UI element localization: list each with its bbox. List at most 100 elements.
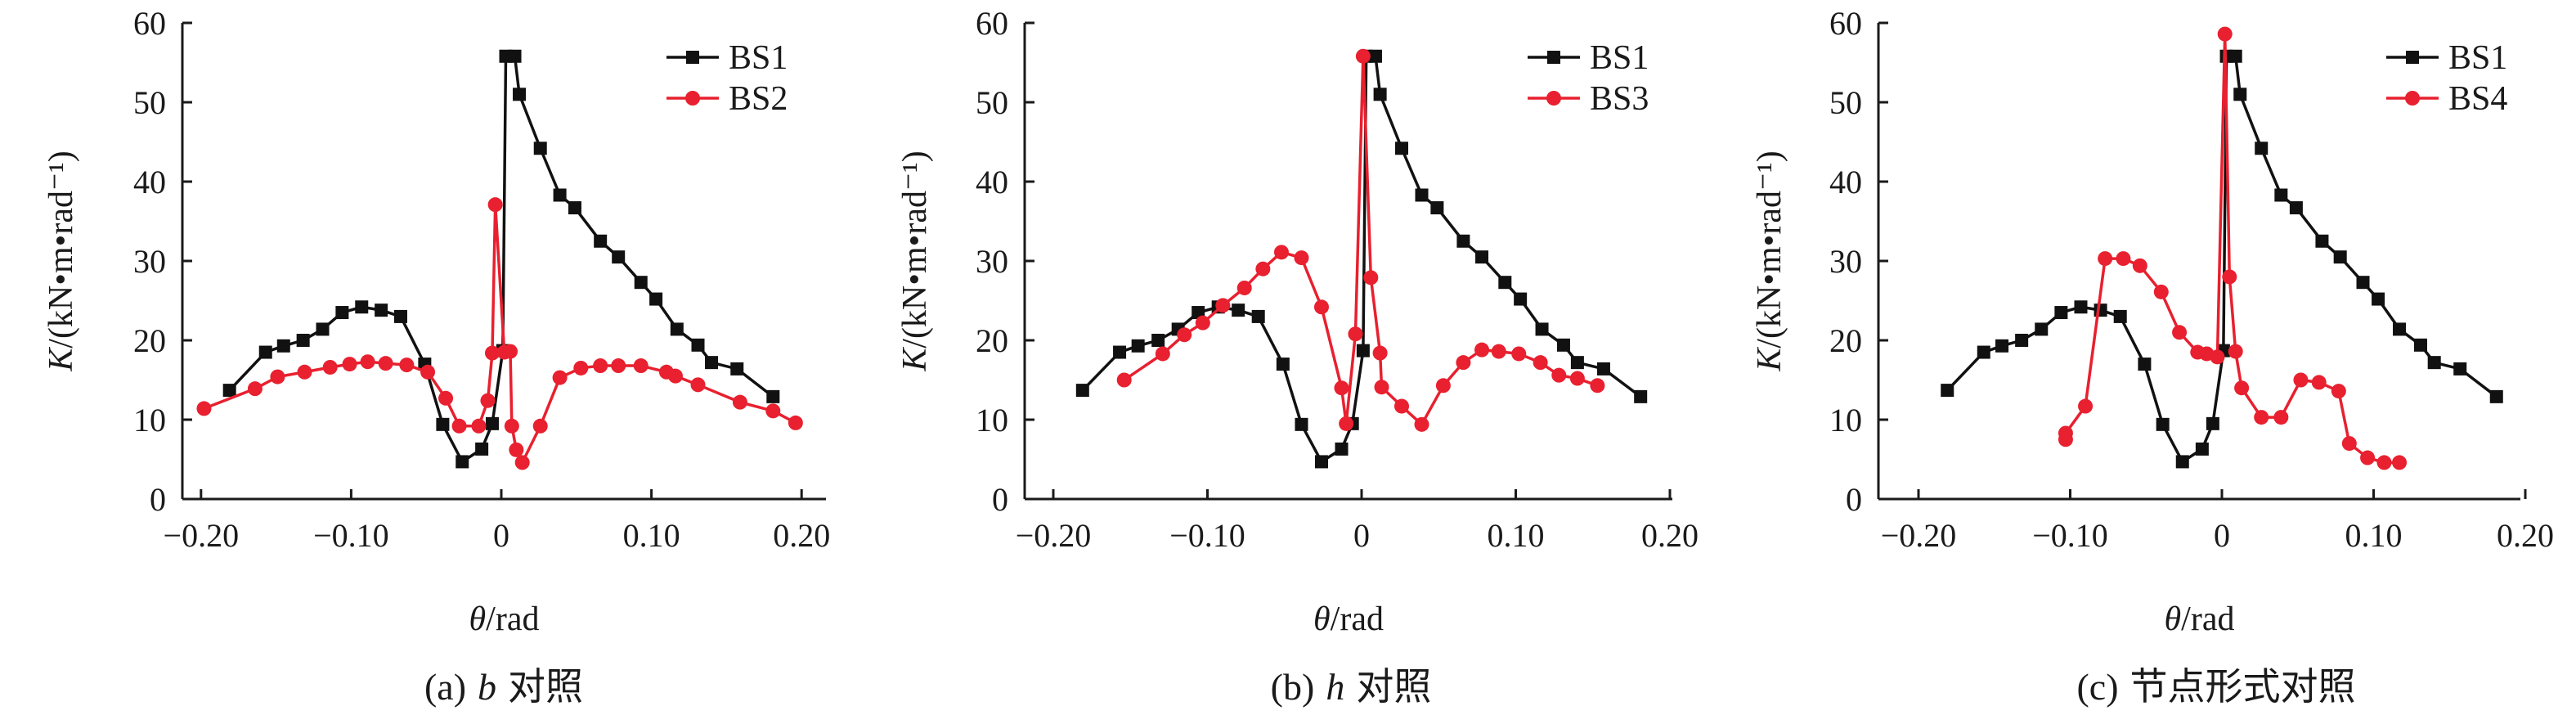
- x-tick-label: 0.10: [1488, 517, 1545, 554]
- data-point-BS1: [1995, 339, 2009, 353]
- data-point-BS1: [2054, 306, 2068, 320]
- y-tick-label: 50: [976, 84, 1008, 121]
- data-point-BS4: [2311, 375, 2327, 390]
- y-tick-label: 40: [133, 164, 166, 200]
- caption-var: b: [478, 666, 496, 708]
- data-point-BS1: [1368, 49, 1382, 63]
- x-axis-unit: /rad: [1331, 600, 1384, 638]
- data-point-BS1: [568, 201, 581, 215]
- x-tick-label: 0: [493, 517, 509, 554]
- data-point-BS4: [2098, 251, 2113, 267]
- y-tick-label: 10: [976, 402, 1008, 438]
- series-line-BS2: [203, 203, 797, 465]
- data-point-BS2: [765, 403, 781, 419]
- data-point-BS2: [399, 358, 415, 373]
- data-point-BS4: [2228, 344, 2243, 359]
- data-point-BS2: [593, 358, 608, 374]
- legend-entry-BS3: BS3: [1528, 80, 1649, 118]
- y-tick-label: 60: [1829, 5, 1862, 42]
- legend-label: BS2: [729, 80, 788, 118]
- y-axis-unit: /(kN•m•rad⁻¹): [43, 151, 80, 348]
- data-point-BS1: [2175, 455, 2189, 469]
- data-point-BS1: [335, 306, 349, 320]
- legend-entry-BS1: BS1: [666, 39, 788, 77]
- data-point-BS4: [2273, 410, 2289, 425]
- data-point-BS1: [1570, 356, 1584, 370]
- legend-marker: [686, 51, 699, 64]
- caption-text: 节点形式对照: [2130, 666, 2356, 708]
- series-BS1: [1941, 49, 2503, 469]
- x-tick-label: −0.10: [1169, 517, 1245, 554]
- legend-marker: [1546, 91, 1561, 106]
- data-point-BS1: [2113, 309, 2127, 323]
- x-axis-title: θ/rad: [1313, 600, 1384, 638]
- legend-marker: [2405, 91, 2420, 106]
- y-axis-title: K/(kN•m•rad⁻¹): [896, 151, 934, 371]
- data-point-BS2: [504, 418, 519, 434]
- series-BS4: [2058, 26, 2408, 470]
- x-axis-title: θ/rad: [2165, 600, 2235, 638]
- data-point-BS3: [1334, 380, 1349, 396]
- data-point-BS3: [1273, 245, 1289, 260]
- data-point-BS2: [420, 364, 436, 380]
- y-axis-var: K: [1751, 347, 1788, 372]
- legend-label: BS1: [2448, 39, 2507, 77]
- chart-panel-3: 0 10 20 30 40 50 60 −0.20 −0.10 0 0.10 0.20 θ/rad K/(…: [1751, 5, 2554, 708]
- data-point-BS1: [258, 345, 272, 359]
- data-point-BS2: [514, 455, 530, 470]
- data-point-BS1: [2356, 276, 2370, 290]
- panel-caption: (b) h 对照: [1271, 666, 1432, 708]
- data-point-BS2: [503, 344, 518, 359]
- data-point-BS4: [2254, 410, 2269, 425]
- data-point-BS1: [2255, 142, 2269, 155]
- y-tick-label: 30: [976, 243, 1008, 280]
- data-point-BS2: [690, 377, 706, 393]
- data-point-BS1: [1556, 338, 1570, 352]
- data-point-BS3: [1569, 371, 1585, 386]
- y-tick-label: 0: [992, 481, 1008, 518]
- y-tick-label: 0: [1846, 481, 1862, 518]
- series-BS3: [1116, 48, 1605, 432]
- data-point-BS1: [513, 88, 527, 101]
- data-point-BS1: [649, 292, 663, 306]
- data-point-BS1: [553, 188, 567, 202]
- data-point-BS3: [1551, 367, 1567, 383]
- data-point-BS1: [2074, 300, 2088, 314]
- y-tick-label: 30: [133, 243, 166, 280]
- data-point-BS1: [1535, 322, 1549, 336]
- data-point-BS3: [1155, 346, 1170, 362]
- data-point-BS2: [196, 401, 212, 416]
- legend-marker: [2406, 51, 2419, 64]
- caption-text: 对照: [1356, 666, 1431, 708]
- y-tick-label: 0: [150, 481, 166, 518]
- data-point-BS2: [667, 368, 683, 384]
- data-point-BS4: [2222, 269, 2237, 285]
- data-point-BS3: [1195, 315, 1210, 331]
- data-point-BS3: [1215, 298, 1231, 313]
- y-tick-label: 30: [1829, 243, 1862, 280]
- legend-entry-BS1: BS1: [2386, 39, 2507, 77]
- data-point-BS4: [2331, 384, 2346, 399]
- legend-label: BS4: [2448, 80, 2507, 118]
- y-axis-var: K: [43, 347, 80, 372]
- data-point-BS1: [276, 339, 290, 353]
- data-point-BS1: [2206, 416, 2219, 430]
- data-point-BS2: [573, 360, 589, 375]
- data-point-BS3: [1394, 398, 1410, 414]
- data-point-BS3: [1355, 48, 1371, 64]
- data-point-BS2: [471, 418, 487, 434]
- data-point-BS2: [378, 356, 393, 371]
- x-tick-label: 0.20: [773, 517, 830, 554]
- data-point-BS4: [2360, 450, 2376, 465]
- legend-label: BS1: [1590, 39, 1649, 77]
- data-point-BS2: [611, 358, 626, 374]
- data-point-BS3: [1435, 378, 1451, 393]
- data-point-BS1: [1430, 201, 1444, 215]
- data-point-BS4: [2132, 258, 2147, 273]
- data-point-BS1: [1373, 88, 1387, 101]
- chart-panel-2: 0 10 20 30 40 50 60 −0.20 −0.10 0 0.10 0.20 θ/rad K/(…: [896, 5, 1699, 708]
- data-point-BS4: [2234, 380, 2250, 396]
- data-point-BS2: [360, 354, 375, 370]
- data-point-BS3: [1372, 345, 1388, 361]
